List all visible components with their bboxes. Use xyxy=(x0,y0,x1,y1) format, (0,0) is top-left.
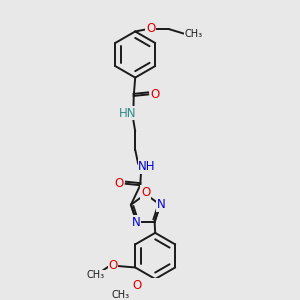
Text: O: O xyxy=(146,22,155,35)
Text: O: O xyxy=(141,186,150,199)
Text: O: O xyxy=(114,177,124,190)
Text: O: O xyxy=(108,259,118,272)
Text: CH₃: CH₃ xyxy=(86,270,105,280)
Text: O: O xyxy=(132,279,142,292)
Text: CH₃: CH₃ xyxy=(184,29,202,39)
Text: N: N xyxy=(132,216,140,229)
Text: O: O xyxy=(150,88,160,101)
Text: NH: NH xyxy=(138,160,156,173)
Text: CH₃: CH₃ xyxy=(112,290,130,300)
Text: HN: HN xyxy=(118,106,136,120)
Text: N: N xyxy=(157,198,166,211)
